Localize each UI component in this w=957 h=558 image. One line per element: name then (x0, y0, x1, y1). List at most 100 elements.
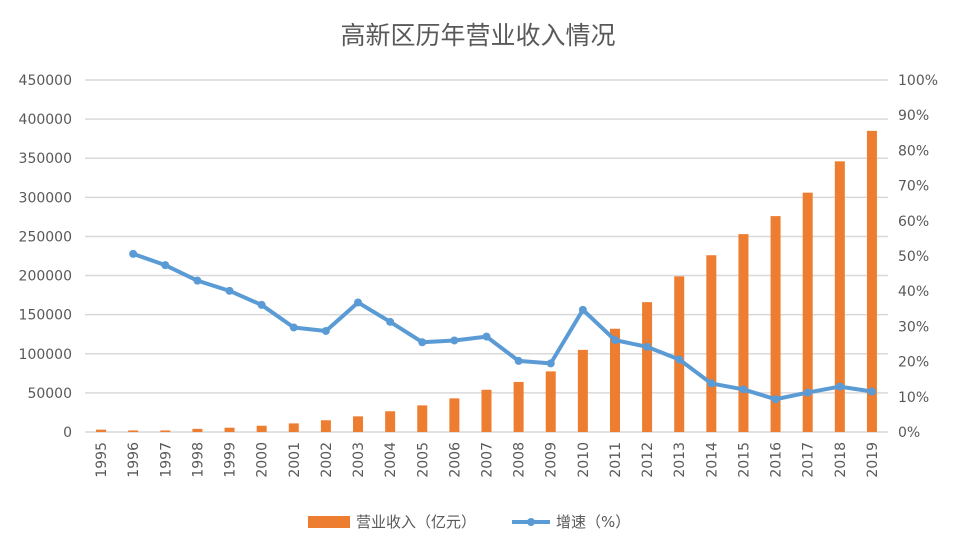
point-2012 (643, 342, 652, 351)
right-tick-label: 30% (898, 319, 929, 335)
point-2017 (803, 388, 812, 397)
legend-label-line: 增速（%） (556, 513, 630, 531)
point-2009 (546, 359, 555, 368)
point-2015 (739, 385, 748, 394)
x-tick-label: 2006 (447, 442, 463, 478)
bar-2017 (802, 192, 813, 432)
right-tick-label: 70% (898, 179, 929, 195)
point-2019 (867, 387, 876, 396)
legend-swatch-bar (308, 516, 350, 528)
bar-2008 (513, 381, 524, 432)
x-tick-label: 2014 (704, 442, 720, 478)
point-2006 (450, 336, 459, 345)
x-tick-label: 2002 (319, 442, 335, 478)
point-2007 (482, 332, 491, 341)
x-tick-label: 2010 (576, 442, 592, 478)
right-tick-label: 90% (898, 108, 929, 124)
bar-2010 (577, 349, 588, 432)
x-tick-label: 1999 (223, 442, 239, 478)
bar-2004 (385, 411, 396, 432)
left-tick-label: 100000 (19, 347, 72, 363)
bar-2014 (706, 255, 717, 432)
x-tick-label: 2003 (351, 442, 367, 478)
x-tick-label: 2018 (833, 442, 849, 478)
right-tick-label: 40% (898, 284, 929, 300)
point-1996 (129, 249, 138, 258)
x-tick-label: 1996 (126, 442, 142, 478)
bar-2015 (738, 234, 749, 432)
legend-swatch-marker (527, 518, 535, 526)
point-2005 (418, 338, 427, 347)
x-tick-label: 1995 (94, 442, 110, 478)
x-tick-label: 2007 (480, 442, 496, 478)
bar-2007 (481, 389, 492, 432)
point-1998 (193, 276, 202, 285)
bar-1995 (96, 429, 107, 432)
legend: 营业收入（亿元） 增速（%） (308, 513, 630, 531)
x-tick-label: 2013 (672, 442, 688, 478)
left-tick-label: 0 (63, 425, 72, 441)
point-2011 (610, 336, 619, 345)
bar-1996 (128, 430, 139, 432)
right-axis-ticks: 0% 10% 20% 30% 40% 50% 60% 70% 80% 90% 100% (898, 73, 938, 441)
right-tick-label: 0% (898, 425, 920, 441)
bar-2019 (866, 130, 877, 432)
x-tick-label: 2012 (640, 442, 656, 478)
point-1997 (161, 261, 170, 270)
right-tick-label: 100% (898, 73, 938, 89)
bar-2006 (449, 398, 460, 432)
point-2008 (514, 356, 523, 365)
left-tick-label: 400000 (19, 112, 72, 128)
left-tick-label: 50000 (27, 386, 72, 402)
left-tick-label: 150000 (19, 308, 72, 324)
x-tick-label: 2001 (287, 442, 303, 478)
x-tick-label: 2008 (512, 442, 528, 478)
bar-1999 (224, 427, 235, 432)
point-2004 (386, 317, 395, 326)
right-tick-label: 60% (898, 214, 929, 230)
bar-2000 (256, 425, 267, 432)
point-2000 (257, 300, 266, 309)
right-tick-label: 50% (898, 249, 929, 265)
x-tick-label: 2000 (255, 442, 271, 478)
bar-1997 (160, 430, 171, 432)
point-2001 (289, 323, 298, 332)
bar-2002 (320, 420, 331, 432)
left-tick-label: 350000 (19, 151, 72, 167)
growth-line (132, 252, 873, 402)
point-2014 (707, 379, 716, 388)
point-2003 (354, 298, 363, 307)
point-1999 (225, 286, 234, 295)
right-tick-label: 10% (898, 390, 929, 406)
point-2018 (835, 382, 844, 391)
bar-2018 (834, 161, 845, 432)
gridlines (85, 79, 888, 433)
line-series (129, 249, 876, 404)
bar-2012 (642, 302, 653, 432)
right-tick-label: 20% (898, 355, 929, 371)
bar-2009 (545, 371, 556, 432)
point-2002 (321, 326, 330, 335)
left-tick-label: 200000 (19, 269, 72, 285)
bar-2016 (770, 216, 781, 432)
x-axis-ticks: 1995 1996 1997 1998 1999 2000 2001 2002 2003 2004… (94, 442, 881, 478)
x-tick-label: 2011 (608, 442, 624, 478)
x-tick-label: 2017 (801, 442, 817, 478)
x-tick-label: 1998 (190, 442, 206, 478)
bar-2011 (609, 328, 620, 432)
left-axis-ticks: 0 50000 100000 150000 200000 250000 300000 3500… (19, 73, 72, 441)
left-tick-label: 250000 (19, 229, 72, 245)
chart-title: 高新区历年营业收入情况 (340, 21, 615, 50)
legend-label-bar: 营业收入（亿元） (356, 513, 476, 531)
bar-1998 (192, 428, 203, 432)
x-tick-label: 1997 (158, 442, 174, 478)
left-tick-label: 300000 (19, 190, 72, 206)
bar-2013 (674, 276, 685, 432)
point-2010 (578, 305, 587, 314)
x-tick-label: 2015 (736, 442, 752, 478)
point-2016 (771, 395, 780, 404)
x-tick-label: 2005 (415, 442, 431, 478)
x-tick-label: 2019 (865, 442, 881, 478)
bar-2003 (353, 416, 364, 432)
